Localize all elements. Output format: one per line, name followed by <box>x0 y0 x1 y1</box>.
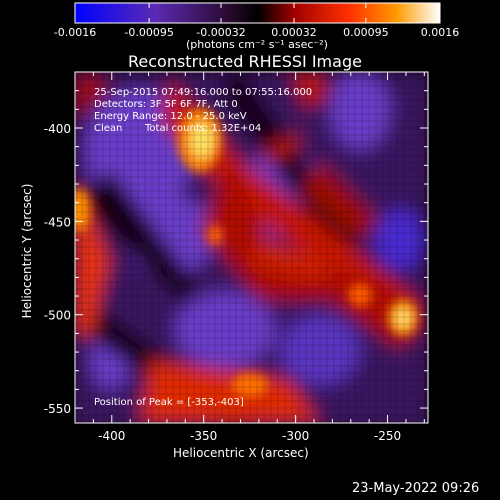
colorbar-tick-label: 0.00095 <box>343 26 389 39</box>
colorbar: -0.0016 -0.00095 -0.00032 0.00032 0.00095 0.0… <box>54 2 460 39</box>
colorbar-tick-label: -0.0016 <box>54 26 96 39</box>
x-tick-label: -300 <box>282 429 309 443</box>
x-axis-label: Heliocentric X (arcsec) <box>173 446 309 460</box>
footer-timestamp: 23-May-2022 09:26 <box>352 481 480 496</box>
colorbar-tick-label: -0.00032 <box>196 26 245 39</box>
colorbar-tick-label: 0.0016 <box>421 26 460 39</box>
colorbar-gradient <box>74 2 441 24</box>
y-tick-label: -400 <box>44 122 71 136</box>
annotation-detectors: Detectors: 3F 5F 6F 7F, Att 0 <box>94 99 238 110</box>
annotation-peak-position: Position of Peak = [-353,-403] <box>94 397 244 408</box>
x-tick-label: -250 <box>374 429 401 443</box>
y-tick-label: -550 <box>44 402 71 416</box>
colorbar-tick-label: 0.00032 <box>271 26 317 39</box>
x-tick-label: -400 <box>98 429 125 443</box>
annotation-algorithm: Clean <box>94 123 123 134</box>
colorbar-tick-label: -0.00095 <box>124 26 173 39</box>
y-tick-label: -450 <box>44 215 71 229</box>
x-tick-label: -350 <box>190 429 217 443</box>
y-tick-label: -500 <box>44 309 71 323</box>
annotation-time-range: 25-Sep-2015 07:49:16.000 to 07:55:16.000 <box>94 87 313 98</box>
chart-title: Reconstructed RHESSI Image <box>128 52 362 71</box>
y-axis-label: Heliocentric Y (arcsec) <box>20 183 34 319</box>
annotation-energy-range: Energy Range: 12.0 - 25.0 keV <box>94 111 247 122</box>
colorbar-units-label: (photons cm⁻² s⁻¹ asec⁻²) <box>186 38 328 51</box>
plot-frame <box>74 71 429 424</box>
annotation-total-counts: Total counts: 1.32E+04 <box>145 123 262 134</box>
heatmap-image <box>75 72 428 423</box>
